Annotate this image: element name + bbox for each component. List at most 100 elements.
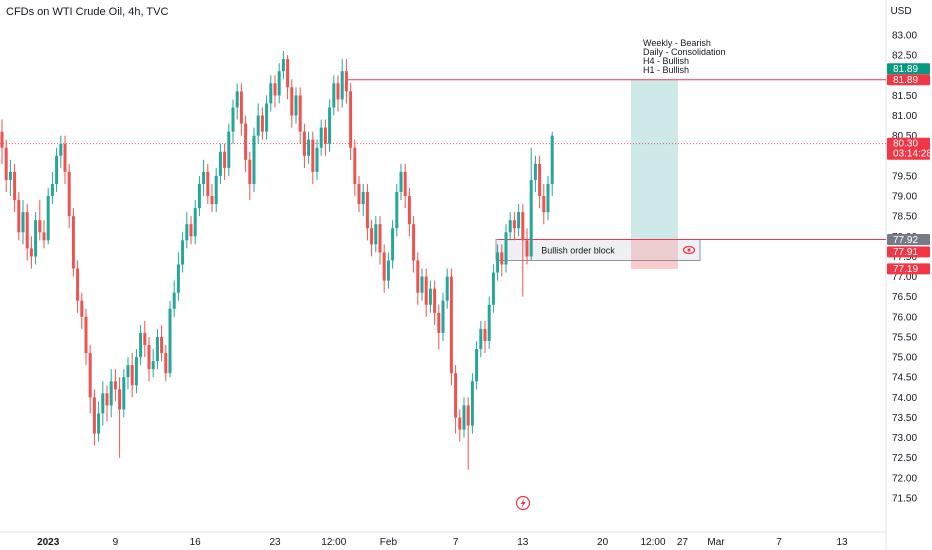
candle xyxy=(407,187,411,237)
candle xyxy=(529,147,533,261)
price-badge-label: 81.89 xyxy=(893,64,918,75)
candle xyxy=(349,83,353,160)
candle xyxy=(378,216,382,265)
candle xyxy=(353,139,357,197)
candle xyxy=(265,95,269,140)
candle xyxy=(420,268,424,301)
candle xyxy=(147,336,151,382)
price-badge: 77.92 xyxy=(887,234,930,246)
candle xyxy=(428,280,432,313)
y-tick-label: 79.00 xyxy=(892,192,917,203)
candle xyxy=(424,268,428,317)
candle xyxy=(491,264,495,313)
candle xyxy=(244,115,248,172)
candle xyxy=(269,75,273,112)
candle xyxy=(311,131,315,184)
candle xyxy=(323,119,327,156)
candle xyxy=(126,357,130,390)
candles xyxy=(0,51,554,470)
candle xyxy=(71,208,75,277)
candle xyxy=(88,345,92,414)
stop-zone[interactable] xyxy=(631,239,678,269)
candle xyxy=(256,103,260,144)
price-badge-countdown: 03:14:28 xyxy=(893,149,932,160)
candle xyxy=(214,167,218,213)
candle xyxy=(13,163,17,213)
candle xyxy=(538,155,542,209)
y-tick-label: 75.00 xyxy=(892,353,917,364)
x-tick-label: 7 xyxy=(453,537,459,548)
price-badge-label: 77.92 xyxy=(893,235,918,246)
candle xyxy=(546,175,550,221)
candle xyxy=(248,151,252,201)
candle xyxy=(525,228,529,265)
price-badge-label: 77.91 xyxy=(893,247,918,258)
price-badge-label: 77.19 xyxy=(893,264,918,275)
position-zones[interactable]: Bullish order block xyxy=(495,79,701,269)
y-tick-label: 75.50 xyxy=(892,332,917,343)
candle xyxy=(374,216,378,253)
candle xyxy=(315,139,319,180)
candle xyxy=(176,252,180,301)
y-tick-label: 71.50 xyxy=(892,494,917,505)
level-lines[interactable] xyxy=(0,79,886,241)
candle xyxy=(168,300,172,378)
candle xyxy=(38,200,42,241)
candle xyxy=(239,83,243,136)
eye-icon[interactable] xyxy=(682,245,696,255)
candle xyxy=(370,220,374,257)
candle xyxy=(218,143,222,184)
candle xyxy=(483,320,487,354)
y-tick-label: 73.50 xyxy=(892,413,917,424)
y-tick-label: 77.50 xyxy=(892,252,917,263)
x-tick-label: 27 xyxy=(677,537,689,548)
x-tick-label: 23 xyxy=(269,537,281,548)
annotation-text: H4 - Bullish xyxy=(643,56,689,66)
candle xyxy=(437,304,441,350)
x-tick-label: 2023 xyxy=(37,537,60,548)
candle xyxy=(344,59,348,104)
candle xyxy=(160,324,164,362)
x-tick-label: 9 xyxy=(113,537,119,548)
candle xyxy=(172,280,176,317)
y-tick-label: 79.50 xyxy=(892,171,917,182)
candle xyxy=(458,409,462,442)
candle xyxy=(109,369,113,418)
candle xyxy=(542,183,546,225)
y-tick-label: 72.00 xyxy=(892,473,917,484)
candle xyxy=(130,353,134,398)
time-axis[interactable]: 2023 9 16 23 12:00 Feb 7 13 20 12:00 27 Mar 7 13 xyxy=(37,537,848,548)
candle xyxy=(357,175,361,213)
annotation-text: Daily - Consolidation xyxy=(643,47,726,57)
candle xyxy=(479,320,483,358)
candle xyxy=(328,99,332,152)
candle xyxy=(416,252,420,305)
candle xyxy=(336,75,340,112)
currency-label[interactable]: USD xyxy=(890,6,911,17)
candle xyxy=(97,401,101,442)
candle xyxy=(521,204,525,297)
candle xyxy=(298,87,302,144)
candle xyxy=(386,252,390,289)
y-tick-label: 76.00 xyxy=(892,312,917,323)
x-tick-label: 7 xyxy=(776,537,782,548)
candle xyxy=(445,268,449,309)
price-badge: 81.89 xyxy=(887,63,930,75)
annotation-text: Weekly - Bearish xyxy=(643,38,711,48)
candle xyxy=(277,63,281,104)
candle xyxy=(34,212,38,265)
candle xyxy=(164,345,168,382)
candle xyxy=(470,373,474,434)
profit-zone[interactable] xyxy=(631,79,678,240)
candle xyxy=(197,175,201,217)
price-badge-label: 80.30 xyxy=(893,139,918,150)
candle xyxy=(508,212,512,241)
candle xyxy=(340,59,344,108)
candle xyxy=(475,340,479,390)
price-badge: 77.19 xyxy=(887,263,930,275)
lightning-icon[interactable] xyxy=(515,495,531,511)
candle xyxy=(319,119,323,156)
y-tick-label: 78.50 xyxy=(892,212,917,223)
